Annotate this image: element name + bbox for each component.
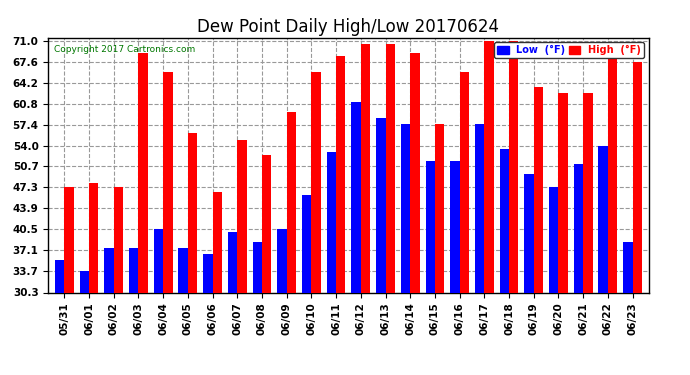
Bar: [598, 146, 608, 292]
Bar: [574, 164, 583, 292]
Bar: [426, 161, 435, 292]
Bar: [89, 183, 99, 292]
Bar: [213, 192, 222, 292]
Bar: [475, 124, 484, 292]
Bar: [139, 53, 148, 292]
Legend: Low  (°F), High  (°F): Low (°F), High (°F): [494, 42, 644, 58]
Bar: [509, 40, 518, 292]
Bar: [55, 260, 64, 292]
Bar: [154, 230, 163, 292]
Bar: [114, 187, 123, 292]
Bar: [336, 56, 346, 292]
Bar: [188, 134, 197, 292]
Bar: [460, 72, 469, 292]
Bar: [351, 102, 361, 292]
Bar: [401, 124, 411, 292]
Bar: [500, 149, 509, 292]
Bar: [179, 248, 188, 292]
Bar: [608, 59, 618, 292]
Bar: [311, 72, 321, 292]
Title: Dew Point Daily High/Low 20170624: Dew Point Daily High/Low 20170624: [197, 18, 500, 36]
Bar: [451, 161, 460, 292]
Bar: [411, 53, 420, 292]
Bar: [104, 248, 114, 292]
Bar: [534, 87, 543, 292]
Bar: [79, 271, 89, 292]
Bar: [623, 242, 633, 292]
Bar: [129, 248, 139, 292]
Bar: [326, 152, 336, 292]
Bar: [386, 44, 395, 292]
Bar: [253, 242, 262, 292]
Text: Copyright 2017 Cartronics.com: Copyright 2017 Cartronics.com: [55, 45, 195, 54]
Bar: [64, 187, 74, 292]
Bar: [435, 124, 444, 292]
Bar: [549, 187, 558, 292]
Bar: [277, 230, 286, 292]
Bar: [286, 112, 296, 292]
Bar: [558, 93, 568, 292]
Bar: [203, 254, 213, 292]
Bar: [376, 118, 386, 292]
Bar: [237, 140, 246, 292]
Bar: [633, 62, 642, 292]
Bar: [524, 174, 534, 292]
Bar: [262, 155, 271, 292]
Bar: [163, 72, 172, 292]
Bar: [302, 195, 311, 292]
Bar: [228, 232, 237, 292]
Bar: [361, 44, 371, 292]
Bar: [484, 40, 494, 292]
Bar: [583, 93, 593, 292]
